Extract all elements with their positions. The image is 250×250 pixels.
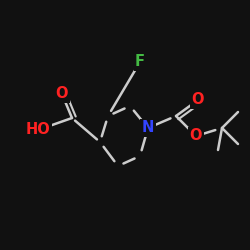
Text: O: O <box>190 128 202 144</box>
Text: F: F <box>135 54 145 70</box>
Text: N: N <box>142 120 154 136</box>
Text: O: O <box>56 86 68 102</box>
Text: HO: HO <box>26 122 50 138</box>
Text: O: O <box>192 92 204 108</box>
